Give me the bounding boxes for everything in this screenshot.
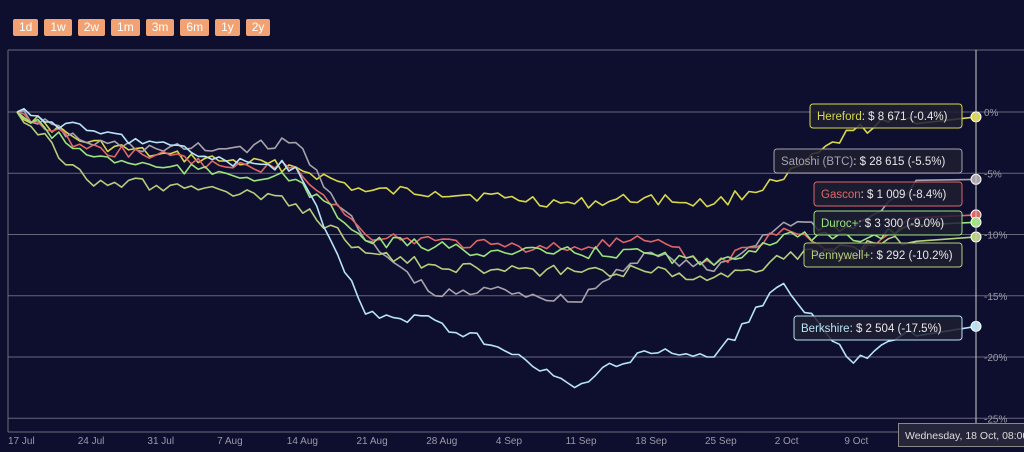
tooltip-series-name: Pennywell+: [811, 250, 870, 262]
x-tick-label: 24 Jul: [78, 436, 105, 447]
series-line: [16, 109, 977, 303]
series-line: [16, 111, 977, 266]
y-tick-label: -20%: [984, 353, 1007, 364]
tooltip-value: : $ 1 009 (-8.4%): [861, 189, 947, 201]
series-tooltip: Satoshi (BTC): $ 28 615 (-5.5%): [773, 148, 963, 174]
x-tick-label: 21 Aug: [357, 436, 388, 447]
tooltip-series-name: Duroc+: [821, 218, 859, 230]
y-tick-label: 0%: [984, 108, 999, 119]
tooltip-value: : $ 28 615 (-5.5%): [853, 156, 945, 168]
x-tick-label: 28 Aug: [426, 436, 457, 447]
tooltip-series-name: Satoshi (BTC): [781, 156, 853, 168]
tooltip-value: : $ 2 504 (-17.5%): [850, 323, 942, 335]
range-button-1m[interactable]: 1m: [111, 19, 140, 36]
x-tick-label: 2 Oct: [775, 436, 799, 447]
range-button-3m[interactable]: 3m: [145, 19, 175, 36]
svg-text:Satoshi (BTC): $ 28 615 (-5.5%: Satoshi (BTC): $ 28 615 (-5.5%): [781, 156, 945, 168]
svg-text:Duroc+: $ 3 300 (-9.0%): Duroc+: $ 3 300 (-9.0%): [821, 218, 944, 230]
svg-text:Gascon: $ 1 009 (-8.4%): Gascon: $ 1 009 (-8.4%): [821, 189, 946, 201]
series-line: [16, 107, 977, 389]
x-tick-label: 7 Aug: [217, 436, 243, 447]
range-selector: 1d 1w 2w 1m 3m 6m 1y 2y: [13, 19, 271, 36]
x-tick-label: 14 Aug: [287, 436, 318, 447]
tooltip-series-name: Gascon: [821, 189, 861, 201]
tooltip-series-name: Berkshire: [801, 323, 850, 335]
svg-text:Hereford: $ 8 671 (-0.4%): Hereford: $ 8 671 (-0.4%): [817, 111, 948, 123]
x-tick-label: 11 Sep: [566, 436, 597, 447]
x-tick-label: 17 Jul: [8, 436, 35, 447]
svg-text:Berkshire: $ 2 504 (-17.5%): Berkshire: $ 2 504 (-17.5%): [801, 323, 942, 335]
range-button-6m[interactable]: 6m: [180, 19, 210, 36]
tooltip-value: : $ 8 671 (-0.4%): [862, 111, 948, 123]
series-line: [16, 111, 977, 266]
series-line: [16, 111, 977, 282]
x-tick-label: 9 Oct: [844, 436, 868, 447]
tooltip-series-name: Hereford: [817, 111, 862, 123]
tooltip-value: : $ 3 300 (-9.0%): [858, 218, 944, 230]
y-tick-label: -10%: [984, 231, 1007, 242]
x-tick-label: 25 Sep: [705, 436, 737, 447]
series-tooltip: Duroc+: $ 3 300 (-9.0%): [813, 210, 963, 236]
series-tooltip: Gascon: $ 1 009 (-8.4%): [813, 181, 963, 207]
svg-text:Pennywell+: $ 292 (-10.2%): Pennywell+: $ 292 (-10.2%): [811, 250, 953, 262]
series-tooltip: Hereford: $ 8 671 (-0.4%): [809, 103, 963, 129]
x-tick-label: 18 Sep: [635, 436, 667, 447]
x-tick-label: 31 Jul: [147, 436, 174, 447]
tooltip-value: : $ 292 (-10.2%): [870, 250, 953, 262]
range-button-2w[interactable]: 2w: [77, 19, 106, 36]
range-button-2y[interactable]: 2y: [245, 19, 271, 36]
range-button-1d[interactable]: 1d: [13, 19, 39, 36]
series-tooltip: Berkshire: $ 2 504 (-17.5%): [793, 315, 963, 341]
y-tick-label: -25%: [984, 414, 1007, 425]
series-tooltip: Pennywell+: $ 292 (-10.2%): [803, 242, 963, 268]
hover-date-tooltip: Wednesday, 18 Oct, 08:00-: [898, 423, 1024, 447]
x-tick-label: 4 Sep: [496, 436, 523, 447]
y-tick-label: -5%: [984, 169, 1002, 180]
y-tick-label: -15%: [984, 292, 1007, 303]
range-button-1w[interactable]: 1w: [44, 19, 72, 36]
range-button-1y[interactable]: 1y: [215, 19, 240, 36]
